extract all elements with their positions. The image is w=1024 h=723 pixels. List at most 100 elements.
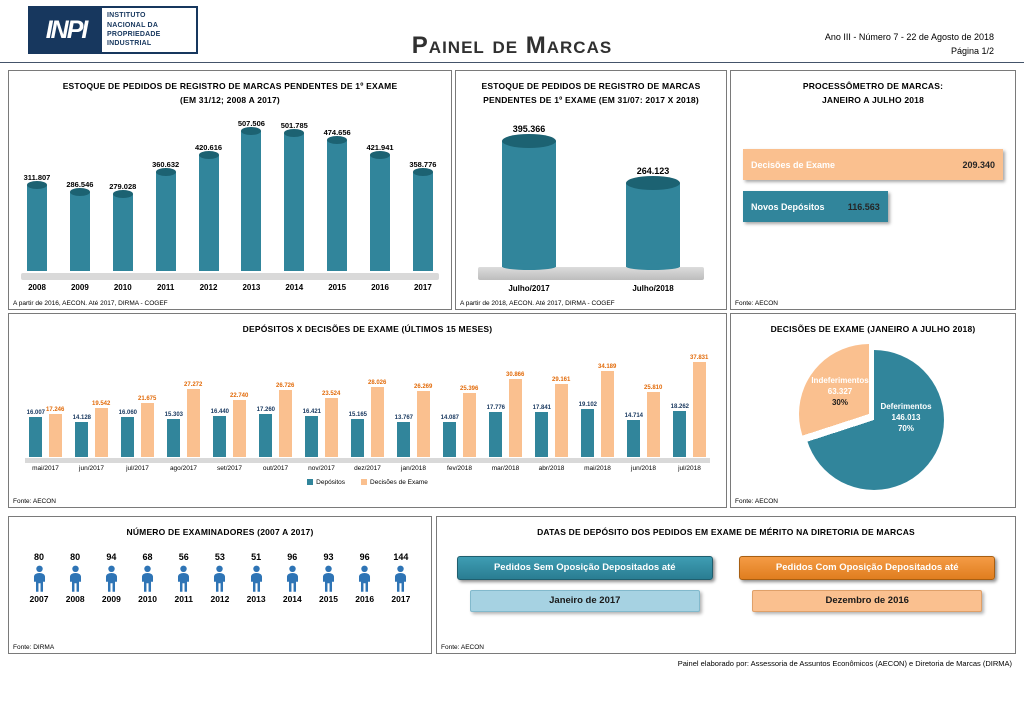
bar-value-label: 17.841: [532, 404, 551, 411]
examiner-column: 53 2012: [204, 552, 236, 604]
horizontal-bar: Novos Depósitos 116.563: [743, 191, 888, 223]
bar-value-label: 264.123: [636, 166, 670, 177]
bar: [692, 361, 706, 457]
bar: [241, 127, 262, 272]
chart-title-line2: (EM 31/12; 2008 A 2017): [180, 94, 280, 105]
com-oposicao-date: Dezembro de 2016: [752, 589, 983, 612]
bar: [581, 408, 595, 457]
x-axis-label: 2013: [246, 593, 266, 604]
logo-line-4: INDUSTRIAL: [107, 40, 152, 48]
legend-item: Decisões de Exame: [361, 479, 428, 486]
bar-group: 17.260 26.726: [253, 383, 298, 457]
bar-value-label: 360.632: [152, 160, 180, 170]
panel-depositos-decisoes: DEPÓSITOS X DECISÕES DE EXAME (ÚLTIMOS 1…: [8, 313, 727, 508]
examiner-count: 96: [359, 551, 370, 562]
bar-wrapper: 34.189: [598, 364, 616, 457]
x-axis-label: nov/2017: [308, 464, 335, 472]
chart-title-line1: PROCESSÔMETRO DE MARCAS:: [802, 81, 944, 91]
bar-column: 501.785: [276, 121, 312, 272]
chart-title: NÚMERO DE EXAMINADORES (2007 A 2017): [126, 527, 314, 537]
bar: [284, 129, 305, 272]
bar-wrapper: 15.165: [349, 412, 367, 457]
x-axis-label: 2007: [29, 593, 49, 604]
person-icon: [355, 562, 374, 594]
chart-title-line2: PENDENTES DE 1º EXAME (EM 31/07: 2017 X …: [483, 94, 699, 105]
bar: [278, 389, 292, 457]
bar: [673, 410, 687, 457]
bar-value-label: 395.366: [512, 124, 546, 135]
bar-value-label: 358.776: [409, 160, 437, 170]
sem-oposicao-button[interactable]: Pedidos Sem Oposição Depositados até: [457, 555, 713, 580]
bar-wrapper: 28.026: [368, 380, 386, 457]
bar: [121, 416, 135, 457]
bar-value-label: 18.262: [670, 403, 689, 410]
x-axis-label: 2011: [174, 593, 193, 604]
bar-value-label: 14.128: [72, 414, 91, 421]
chart-title: ESTOQUE DE PEDIDOS DE REGISTRO DE MARCAS…: [456, 80, 726, 107]
bar-value-label: 15.165: [348, 411, 367, 418]
x-axis-label: mai/2018: [584, 464, 611, 472]
person-icon: [391, 562, 410, 594]
pie-slice-deferimentos: [804, 350, 944, 490]
bar: [462, 392, 476, 457]
com-oposicao-button[interactable]: Pedidos Com Oposição Depositados até: [739, 555, 995, 580]
bar: [140, 402, 154, 457]
x-axis-label: 2008: [65, 593, 85, 604]
bar-value-label: 507.506: [237, 119, 265, 129]
person-icon: [66, 562, 85, 594]
horizontal-bar: Decisões de Exame 209.340: [743, 149, 1003, 181]
bar-value-label: 13.767: [394, 414, 413, 421]
x-axis-label: out/2017: [262, 464, 289, 472]
bar: [167, 418, 181, 457]
plot-area: 395.366 264.123: [456, 115, 726, 271]
bar-wrapper: 30.866: [506, 372, 524, 457]
bar-value-label: 421.941: [366, 143, 394, 153]
bar: [29, 416, 43, 457]
bar-wrapper: 16.421: [303, 409, 321, 457]
x-axis-label: fev/2018: [447, 464, 472, 472]
bar-group: 16.007 17.246: [23, 407, 68, 457]
bar-wrapper: 26.269: [414, 384, 432, 457]
bar-value-label: 22.740: [230, 392, 249, 399]
slice-value: 146.013: [891, 412, 921, 422]
bar-group: 17.841 29.161: [529, 377, 574, 457]
x-axis-label: 2015: [319, 593, 338, 604]
x-axis-label: Julho/2018: [632, 284, 674, 294]
logo-line-2: NACIONAL DA: [107, 21, 159, 29]
examiner-column: 80 2008: [59, 552, 91, 604]
bar-value-label: 16.060: [118, 409, 137, 416]
legend-label: Depósitos: [316, 478, 346, 486]
edition-info: Ano III - Número 7 - 22 de Agosto de 201…: [824, 32, 994, 42]
bar-column: 311.807: [19, 173, 55, 272]
bar-wrapper: 25.396: [460, 386, 478, 457]
bar-wrapper: 16.060: [119, 410, 137, 457]
bar: [155, 168, 176, 272]
bar-value-label: 286.546: [66, 180, 94, 190]
examiner-column: 80 2007: [23, 552, 55, 604]
examiner-count: 96: [287, 551, 298, 562]
slice-name: Indeferimentos: [811, 376, 869, 385]
x-axis: 2008 2009 2010 2011 2012 2013 2014 2015 2016 2017: [9, 283, 451, 292]
bar-value-label: 17.246: [46, 406, 65, 413]
bar-wrapper: 37.831: [690, 355, 708, 457]
x-axis-label: set/2017: [217, 464, 242, 472]
chart-title-line1: ESTOQUE DE PEDIDOS DE REGISTRO DE MARCAS: [481, 81, 701, 91]
slice-name: Deferimentos: [880, 402, 932, 411]
chart-floor: [478, 267, 704, 281]
bar-value-label: 25.396: [460, 385, 479, 392]
person-icon: [319, 562, 338, 594]
bar-value-label: 26.726: [276, 382, 295, 389]
bar: [186, 388, 200, 457]
bar-wrapper: 22.740: [230, 393, 248, 457]
bar-wrapper: 19.542: [92, 401, 110, 457]
bar-wrapper: 29.161: [552, 377, 570, 457]
x-axis-label: jul/2017: [126, 464, 149, 472]
plot-area: 16.007 17.246 14.128 19.542 16.060 21.675 15.3…: [23, 345, 712, 457]
x-axis-label: jan/2018: [401, 464, 426, 472]
bar-value-label: 30.866: [506, 371, 525, 378]
bar-value-label: 116.563: [847, 201, 880, 212]
bar-group: 13.767 26.269: [391, 384, 436, 457]
x-axis: Julho/2017 Julho/2018: [456, 284, 726, 293]
bar-value-label: 15.303: [164, 411, 183, 418]
x-axis-label: mai/2017: [32, 464, 59, 472]
